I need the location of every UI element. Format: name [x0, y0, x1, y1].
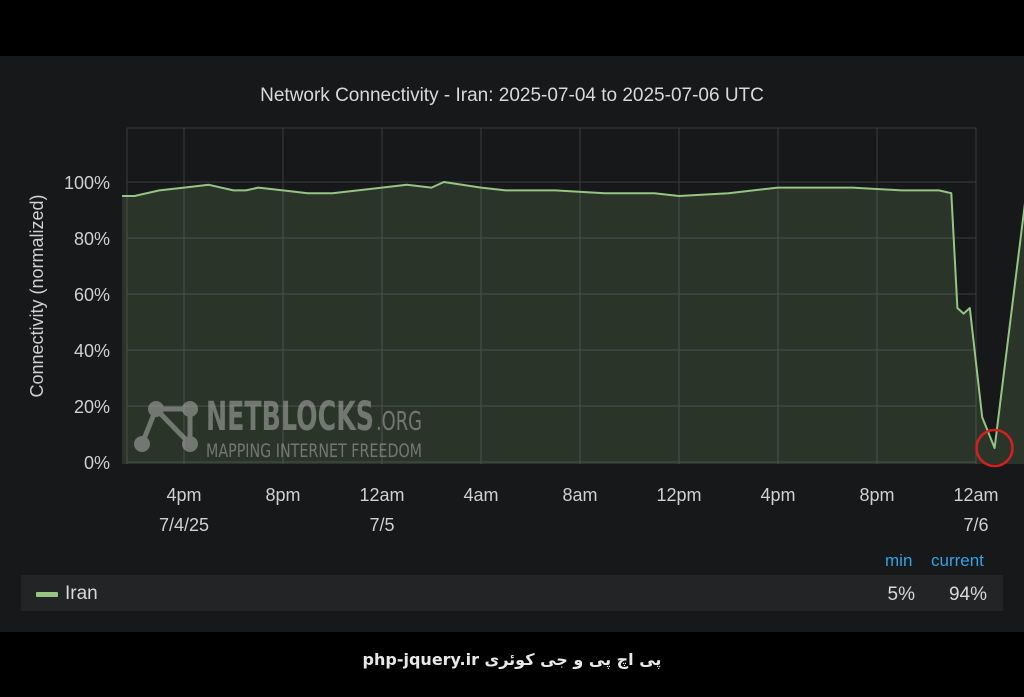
footer-site: php-jquery.ir	[362, 650, 479, 669]
legend-min-value: 5%	[887, 584, 915, 605]
x-tick-label: 12am	[953, 485, 998, 505]
x-tick-label: 8am	[562, 485, 597, 505]
y-axis-label: Connectivity (normalized)	[27, 194, 47, 397]
x-tick-label: 12am	[359, 485, 404, 505]
y-tick-label: 80%	[74, 229, 110, 249]
watermark-suffix: .ORG	[376, 407, 422, 437]
series-area	[122, 182, 1024, 464]
logo-node	[182, 436, 198, 452]
footer-caption: php-jquery.ir پی اچ پی و جی کوئری	[0, 650, 1024, 669]
logo-node	[134, 436, 150, 452]
x-tick-label: 4pm	[760, 485, 795, 505]
y-tick-label: 40%	[74, 341, 110, 361]
watermark-title: NETBLOCKS	[206, 394, 374, 440]
x-tick-label: 8pm	[265, 485, 300, 505]
x-tick-label: 4pm	[166, 485, 201, 505]
footer-text: پی اچ پی و جی کوئری	[484, 650, 662, 669]
min-annotation-circle	[975, 428, 1014, 468]
watermark-tagline: MAPPING INTERNET FREEDOM	[206, 440, 422, 462]
x-tick-sublabel: 7/6	[963, 515, 988, 535]
x-tick-label: 4am	[463, 485, 498, 505]
netblocks-watermark: NETBLOCKS .ORG MAPPING INTERNET FREEDOM	[134, 394, 422, 462]
x-tick-sublabel: 7/5	[369, 515, 394, 535]
legend-current-value: 94%	[948, 584, 987, 605]
legend-swatch	[36, 592, 58, 597]
y-tick-label: 20%	[74, 397, 110, 417]
y-tick-label: 0%	[84, 453, 110, 473]
series-line	[122, 181, 1024, 449]
logo-link	[154, 407, 192, 446]
chart-panel	[0, 56, 1024, 632]
legend-series-name[interactable]: Iran	[65, 583, 98, 604]
x-tick-sublabel: 7/4/25	[159, 515, 209, 535]
legend-row-iran[interactable]: Iran 5% 94%	[21, 575, 1003, 611]
y-tick-label: 60%	[74, 285, 110, 305]
chart-title: Network Connectivity - Iran: 2025-07-04 …	[260, 85, 764, 106]
legend-min-header[interactable]: min	[885, 551, 913, 570]
x-tick-label: 12pm	[656, 485, 701, 505]
logo-node	[148, 401, 164, 417]
legend-current-header[interactable]: current	[931, 551, 984, 570]
y-tick-label: 100%	[64, 173, 110, 193]
logo-node	[182, 401, 198, 417]
logo-link	[139, 408, 159, 445]
x-tick-label: 8pm	[859, 485, 894, 505]
